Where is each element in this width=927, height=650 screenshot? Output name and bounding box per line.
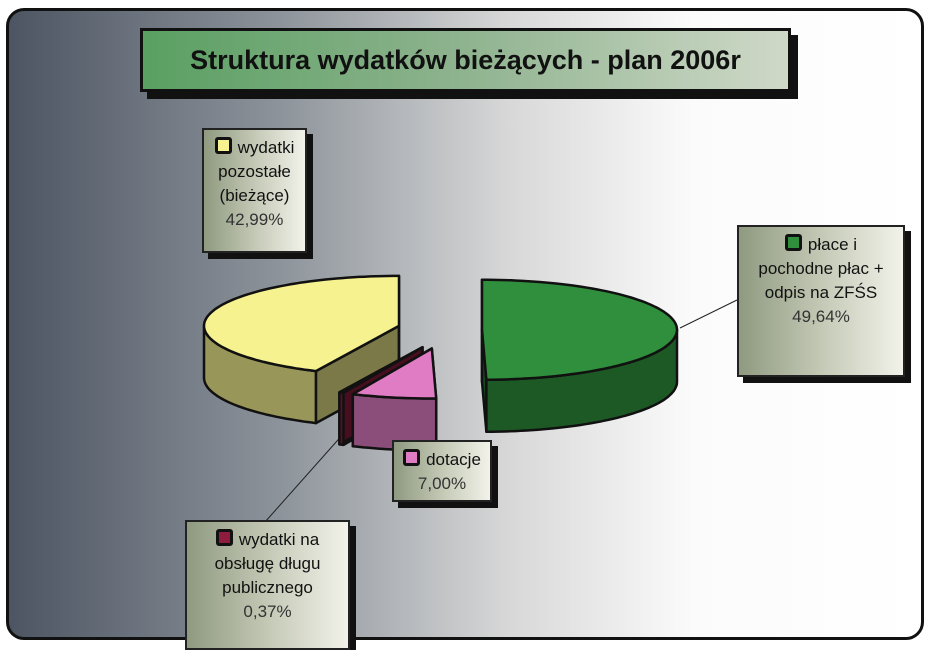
legend-swatch <box>214 137 232 154</box>
data-label: dotacje 7,00% <box>392 440 492 502</box>
value-label: 0,37% <box>243 602 292 621</box>
data-label: wydatki pozostałe (bieżące) 42,99% <box>202 128 307 253</box>
slice-side <box>338 391 345 447</box>
value-label: 42,99% <box>225 210 284 229</box>
category-label: dotacje <box>426 450 481 469</box>
category-label: płace i pochodne płac + odpis na ZFŚS <box>758 235 884 302</box>
pie-slice <box>351 347 438 452</box>
pie-slice <box>480 278 679 434</box>
pie-slice <box>202 274 401 425</box>
slice-top <box>351 347 438 400</box>
leader-line <box>264 431 346 523</box>
data-label: płace i pochodne płac + odpis na ZFŚS 49,… <box>737 225 905 377</box>
category-label: wydatki na obsługę długu publicznego <box>214 530 321 597</box>
value-label: 7,00% <box>417 474 467 493</box>
slice-top <box>338 345 424 395</box>
legend-swatch <box>403 449 421 466</box>
data-label: wydatki na obsługę długu publicznego 0,37… <box>185 520 350 650</box>
category-label: wydatki pozostałe (bieżące) <box>218 138 295 205</box>
slice-top <box>202 274 401 373</box>
leader-line <box>679 299 738 329</box>
slice-top <box>480 278 679 382</box>
chart-title: Struktura wydatków bieżących - plan 2006… <box>140 28 791 92</box>
legend-swatch <box>215 529 233 546</box>
legend-swatch <box>784 234 802 251</box>
value-label: 49,64% <box>792 307 850 326</box>
